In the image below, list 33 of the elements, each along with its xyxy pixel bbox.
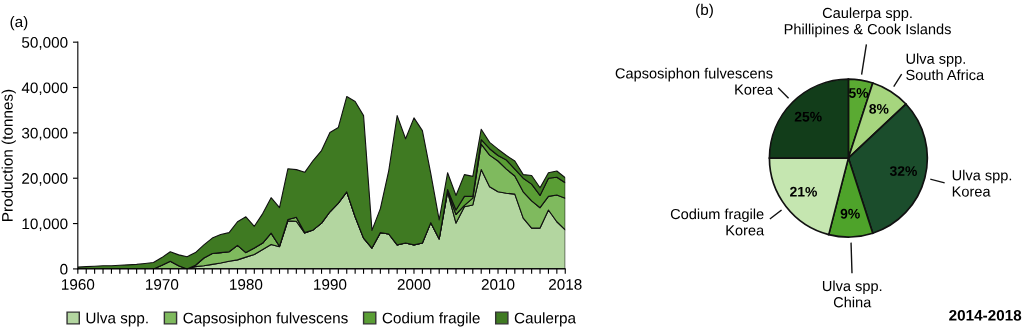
y-tick-label: 50,000	[21, 37, 68, 50]
legend-label: Capsosiphon fulvescens	[183, 312, 348, 327]
data-label: 25%	[794, 111, 822, 122]
x-tick-label: 1960	[62, 279, 95, 290]
chart-title: (a)	[10, 15, 28, 31]
y-tick-label: 20,000	[22, 173, 68, 186]
x-tick-label: 2018	[549, 279, 582, 290]
slice-label: Caulerpa spp. Phillipines & Cook Islands	[784, 7, 951, 38]
data-label: 9%	[840, 208, 860, 219]
y-tick-label: 40,000	[21, 82, 68, 96]
data-label: 5%	[848, 88, 869, 98]
slice-label: Ulva spp. Korea	[952, 169, 1012, 197]
slice-label: Capsosiphon fulvescens Korea	[615, 67, 774, 95]
text: 2014-2018	[949, 309, 1022, 321]
y-tick-label: 10,000	[22, 218, 68, 232]
x-tick-label: 1980	[230, 279, 263, 290]
y-axis-title: Production (tonnes)	[1, 89, 16, 221]
x-tick-label: 1970	[146, 279, 179, 290]
chart-title: (b)	[696, 3, 713, 19]
slice-label: Ulva spp. China	[822, 280, 882, 308]
legend-label: Ulva spp.	[86, 312, 148, 327]
data-label: 32%	[889, 166, 917, 176]
x-tick-label: 1990	[314, 279, 347, 290]
data-label: 21%	[790, 186, 817, 197]
data-label: 8%	[869, 103, 889, 114]
x-tick-label: 2000	[397, 279, 431, 290]
slice-label: Codium fragile Korea	[670, 208, 765, 236]
y-tick-label: 30,000	[21, 127, 68, 141]
y-tick-label: 0	[60, 263, 68, 275]
x-tick-label: 2010	[481, 279, 515, 290]
legend-label: Caulerpa	[514, 312, 577, 327]
slice-label: Ulva spp. South Africa	[906, 53, 985, 81]
legend-label: Codium fragile	[382, 312, 480, 327]
